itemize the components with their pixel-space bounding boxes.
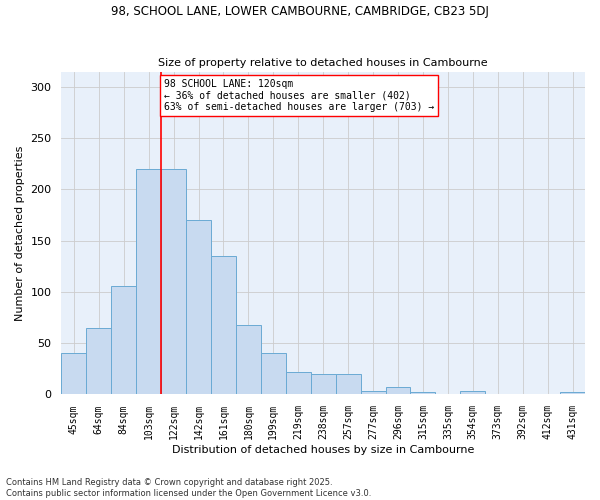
Bar <box>361 392 386 394</box>
Bar <box>560 392 585 394</box>
Bar <box>410 392 436 394</box>
Bar <box>335 374 361 394</box>
Title: Size of property relative to detached houses in Cambourne: Size of property relative to detached ho… <box>158 58 488 68</box>
Bar <box>136 169 161 394</box>
Bar <box>286 372 311 394</box>
Bar <box>236 325 261 394</box>
Bar <box>460 392 485 394</box>
Text: Contains HM Land Registry data © Crown copyright and database right 2025.
Contai: Contains HM Land Registry data © Crown c… <box>6 478 371 498</box>
Text: 98, SCHOOL LANE, LOWER CAMBOURNE, CAMBRIDGE, CB23 5DJ: 98, SCHOOL LANE, LOWER CAMBOURNE, CAMBRI… <box>111 5 489 18</box>
Bar <box>261 354 286 395</box>
Bar <box>61 354 86 395</box>
Y-axis label: Number of detached properties: Number of detached properties <box>15 146 25 320</box>
Bar <box>386 388 410 394</box>
Bar <box>211 256 236 394</box>
Bar <box>111 286 136 395</box>
Bar <box>311 374 335 394</box>
X-axis label: Distribution of detached houses by size in Cambourne: Distribution of detached houses by size … <box>172 445 475 455</box>
Bar <box>186 220 211 394</box>
Bar <box>86 328 111 394</box>
Text: 98 SCHOOL LANE: 120sqm
← 36% of detached houses are smaller (402)
63% of semi-de: 98 SCHOOL LANE: 120sqm ← 36% of detached… <box>164 78 434 112</box>
Bar <box>161 169 186 394</box>
